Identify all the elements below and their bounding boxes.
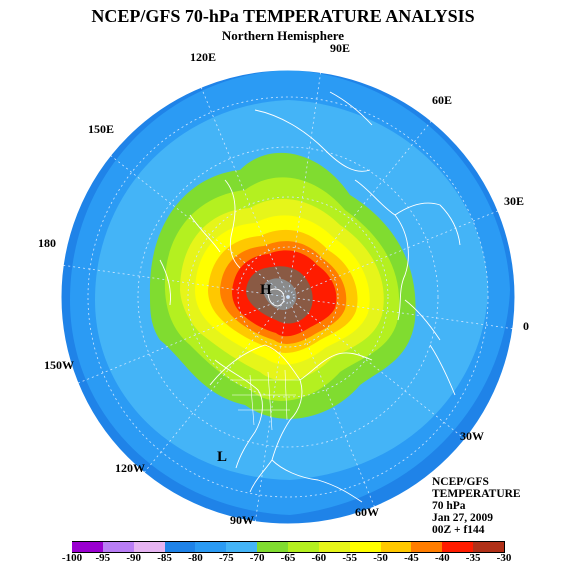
graticule — [61, 70, 515, 524]
legend-tick-label: -55 — [342, 552, 358, 564]
lon-label-30w: 30W — [460, 429, 484, 443]
legend-swatch — [164, 542, 196, 552]
legend-swatch — [72, 542, 103, 552]
lon-label-120e: 120E — [190, 50, 216, 64]
legend-swatch — [473, 542, 505, 552]
legend-tick-label: -70 — [249, 552, 265, 564]
longitude-labels: 90E 60E 120E 150E 30E 180 0 150W 30W 120… — [38, 41, 529, 527]
legend-tick-label: -80 — [188, 552, 203, 564]
lon-label-150e: 150E — [88, 122, 114, 136]
lon-label-90e: 90E — [330, 41, 350, 55]
legend-swatch — [133, 542, 165, 552]
legend-swatch — [102, 542, 134, 552]
legend-tick-label: -40 — [434, 552, 450, 564]
low-pressure-marker: L — [217, 449, 227, 465]
info-date: Jan 27, 2009 — [432, 512, 494, 524]
map-subtitle: Northern Hemisphere — [221, 28, 345, 43]
coastlines — [159, 91, 461, 503]
lon-label-60w: 60W — [355, 505, 379, 519]
legend-tick-label: -75 — [218, 552, 234, 564]
high-pressure-marker: H — [260, 282, 272, 298]
legend-swatch — [318, 542, 350, 552]
lon-label-180: 180 — [38, 236, 56, 250]
map-title: NCEP/GFS 70-hPa TEMPERATURE ANALYSIS — [91, 6, 475, 26]
lon-label-120w: 120W — [115, 461, 145, 475]
info-block: NCEP/GFS TEMPERATURE 70 hPa Jan 27, 2009… — [432, 476, 521, 536]
legend-swatch — [349, 542, 381, 552]
legend-ticks: -100 -95 -90 -85 -80 -75 -70 -65 -60 -55 -50 -45 -40… — [0, 552, 566, 564]
lon-label-90w: 90W — [230, 513, 254, 527]
lon-label-0: 0 — [523, 319, 529, 333]
info-forecast: 00Z + f144 — [432, 524, 485, 536]
legend-tick-label: -35 — [465, 552, 481, 564]
info-model: NCEP/GFS — [432, 476, 489, 488]
legend-tick-label: -50 — [373, 552, 388, 564]
legend-tick-label: -100 — [61, 552, 83, 564]
legend-swatch — [442, 542, 474, 552]
hemisphere-outline — [60, 69, 516, 525]
legend-swatch — [226, 542, 258, 552]
legend-tick-label: -60 — [311, 552, 327, 564]
legend-swatch — [411, 542, 443, 552]
lon-label-60e: 60E — [432, 93, 452, 107]
lon-label-30e: 30E — [504, 194, 524, 208]
color-legend — [72, 541, 505, 553]
legend-tick-label: -85 — [157, 552, 172, 564]
info-field: TEMPERATURE — [432, 488, 521, 500]
info-level: 70 hPa — [432, 500, 466, 512]
legend-swatch — [288, 542, 319, 552]
legend-tick-label: -45 — [404, 552, 419, 564]
legend-swatch — [257, 542, 289, 552]
legend-tick-label: -30 — [496, 552, 512, 564]
legend-swatch — [380, 542, 412, 552]
legend-tick-label: -65 — [280, 552, 296, 564]
us-states — [230, 369, 300, 431]
legend-tick-label: -95 — [95, 552, 111, 564]
legend-swatch — [195, 542, 227, 552]
legend-tick-label: -90 — [126, 552, 142, 564]
lon-label-150w: 150W — [44, 358, 74, 372]
